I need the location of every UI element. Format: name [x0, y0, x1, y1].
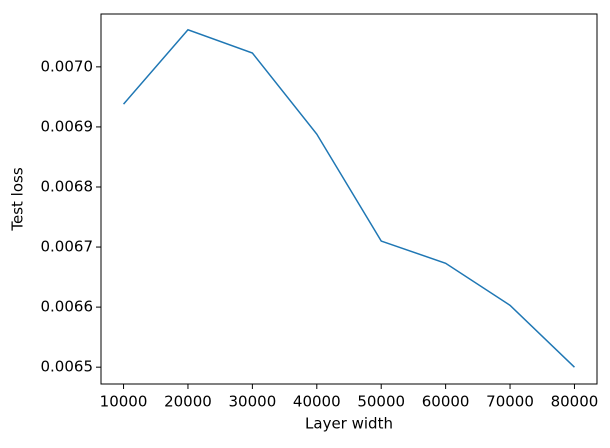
- y-tick-label: 0.0067: [41, 238, 94, 256]
- x-tick-label: 50000: [357, 393, 405, 411]
- y-tick-label: 0.0068: [41, 177, 94, 195]
- x-tick-label: 60000: [422, 393, 470, 411]
- x-axis-label: Layer width: [305, 415, 393, 433]
- y-tick-label: 0.0069: [41, 117, 94, 135]
- x-tick-label: 10000: [100, 393, 148, 411]
- x-tick-label: 40000: [293, 393, 341, 411]
- y-tick-label: 0.0066: [41, 298, 94, 316]
- x-tick-label: 80000: [551, 393, 599, 411]
- x-tick-label: 20000: [164, 393, 212, 411]
- y-axis-label: Test loss: [9, 167, 27, 231]
- y-tick-label: 0.0070: [41, 57, 94, 75]
- x-tick-label: 70000: [486, 393, 534, 411]
- plot-frame: [100, 13, 598, 385]
- x-tick-label: 30000: [229, 393, 277, 411]
- y-tick-label: 0.0065: [41, 358, 94, 376]
- data-line: [122, 28, 575, 368]
